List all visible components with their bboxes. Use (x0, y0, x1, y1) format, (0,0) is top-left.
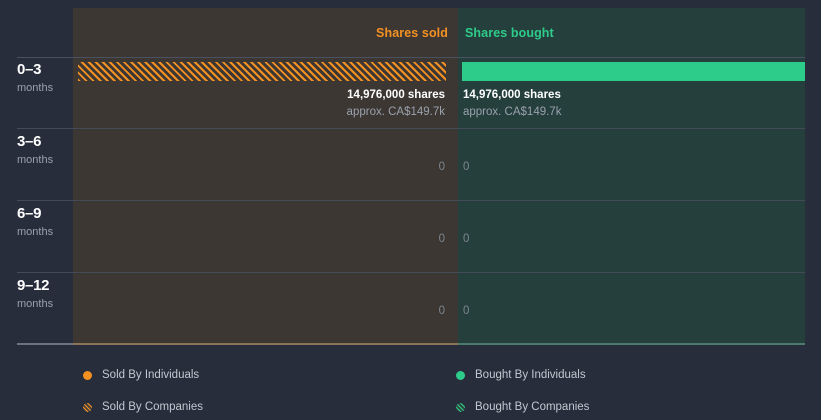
row-period-0-3: 0–3 (17, 61, 42, 78)
shares-sold-column-panel (73, 8, 458, 344)
row-unit-6-9: months (17, 226, 54, 238)
shares-bought-header: Shares bought (465, 26, 554, 40)
bar-sold-0-3[interactable] (78, 62, 446, 81)
legend-label-sold-by-individuals: Sold By Individuals (102, 369, 200, 381)
legend-swatch-hatched-circle-icon (456, 402, 465, 412)
value-bought-0-3: 14,976,000 shares approx. CA$149.7k (463, 88, 561, 120)
value-sold-shares-3-6: 0 (438, 161, 445, 173)
legend-item-sold-by-individuals[interactable]: Sold By Individuals (83, 369, 199, 381)
chart-bottom-axis (17, 343, 805, 345)
value-sold-0-3: 14,976,000 shares approx. CA$149.7k (73, 88, 458, 120)
row-separator-top (17, 57, 805, 58)
row-period-6-9: 6–9 (17, 205, 42, 222)
legend-swatch-solid-circle-icon (456, 370, 465, 380)
row-label-0-3-months: 0–3 months (17, 62, 69, 95)
legend-item-sold-by-companies[interactable]: Sold By Companies (83, 401, 203, 413)
legend-item-bought-by-individuals[interactable]: Bought By Individuals (456, 369, 586, 381)
row-separator-1 (17, 128, 805, 129)
value-sold-approx-0-3: approx. CA$149.7k (346, 106, 445, 118)
row-label-6-9-months: 6–9 months (17, 206, 69, 239)
legend-label-sold-by-companies: Sold By Companies (102, 401, 203, 413)
chart-bottom-axis-bought-segment (458, 343, 805, 345)
row-separator-2 (17, 200, 805, 201)
value-sold-shares-6-9: 0 (438, 233, 445, 245)
value-sold-shares-0-3: 14,976,000 shares (347, 89, 445, 101)
value-sold-9-12: 0 (73, 304, 458, 319)
row-period-9-12: 9–12 (17, 277, 50, 294)
row-separator-3 (17, 272, 805, 273)
row-unit-0-3: months (17, 82, 54, 94)
value-bought-approx-0-3: approx. CA$149.7k (463, 106, 562, 118)
row-unit-9-12: months (17, 298, 54, 310)
shares-bought-column-panel (458, 8, 805, 344)
row-unit-3-6: months (17, 154, 54, 166)
value-bought-shares-6-9: 0 (463, 233, 470, 245)
value-sold-6-9: 0 (73, 232, 458, 247)
value-sold-shares-9-12: 0 (438, 305, 445, 317)
value-sold-3-6: 0 (73, 160, 458, 175)
value-bought-3-6: 0 (463, 160, 469, 175)
value-bought-shares-9-12: 0 (463, 305, 470, 317)
row-label-3-6-months: 3–6 months (17, 134, 69, 167)
row-period-3-6: 3–6 (17, 133, 42, 150)
legend-item-bought-by-companies[interactable]: Bought By Companies (456, 401, 589, 413)
row-label-9-12-months: 9–12 months (17, 278, 69, 311)
shares-sold-header: Shares sold (376, 26, 448, 40)
legend-label-bought-by-companies: Bought By Companies (475, 401, 590, 413)
chart-bottom-axis-sold-segment (73, 343, 458, 345)
legend-swatch-solid-circle-icon (83, 370, 92, 380)
bar-bought-0-3[interactable] (462, 62, 805, 81)
value-bought-shares-0-3: 14,976,000 shares (463, 89, 561, 101)
value-bought-9-12: 0 (463, 304, 469, 319)
legend-label-bought-by-individuals: Bought By Individuals (475, 369, 586, 381)
value-bought-6-9: 0 (463, 232, 469, 247)
value-bought-shares-3-6: 0 (463, 161, 470, 173)
legend-swatch-hatched-circle-icon (83, 402, 92, 412)
